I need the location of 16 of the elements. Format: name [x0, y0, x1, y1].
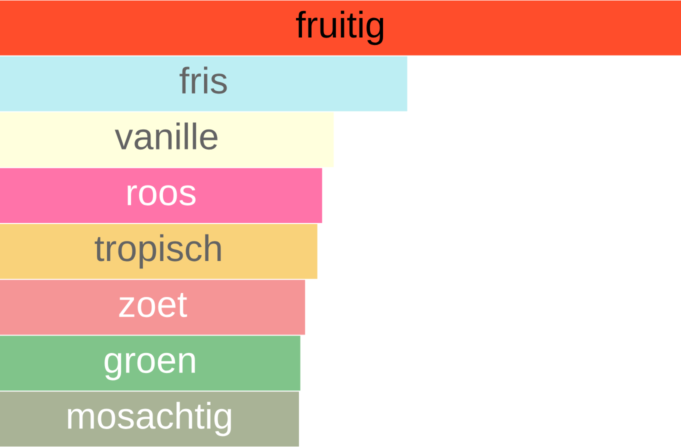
y-tick-label: mosachtig — [68, 402, 231, 436]
y-tick-label: tropisch — [94, 234, 221, 269]
y-tick-label: fruitig — [296, 10, 384, 46]
y-tick-label: roos — [128, 185, 196, 206]
y-tick-label: groen — [104, 352, 195, 380]
bar — [0, 56, 408, 112]
y-tick-label: zoet — [119, 293, 188, 318]
bar — [0, 280, 306, 335]
y-tick-label: fris — [180, 66, 227, 94]
y-tick-label: vanille — [114, 122, 218, 150]
bar — [0, 168, 322, 223]
bar — [0, 0, 681, 56]
bar — [0, 224, 318, 279]
bar — [0, 392, 299, 446]
bar — [0, 112, 334, 168]
bar — [0, 336, 300, 391]
